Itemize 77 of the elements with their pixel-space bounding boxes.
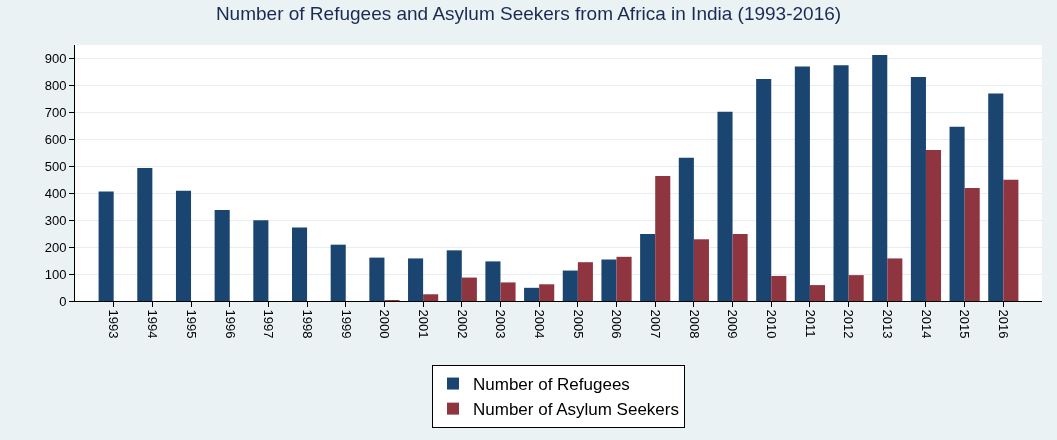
bar: [577, 262, 593, 301]
bar: [756, 78, 772, 301]
bar: [717, 111, 733, 301]
y-tick-label: 400: [44, 185, 67, 201]
bar: [485, 261, 501, 301]
bar: [640, 233, 656, 301]
bar: [771, 275, 787, 301]
y-tick-label: 800: [44, 77, 67, 93]
bar: [887, 258, 903, 301]
bar: [408, 258, 424, 301]
x-tick-label: 2000: [377, 309, 393, 339]
x-tick-label: 2003: [493, 309, 509, 339]
x-tick-label: 2010: [764, 309, 780, 339]
x-tick-label: 2006: [609, 309, 625, 339]
x-tick-label: 2009: [725, 309, 741, 339]
bar: [964, 188, 980, 301]
bar: [253, 220, 269, 301]
x-tick-label: 2001: [415, 309, 431, 339]
x-tick-label: 1995: [183, 309, 199, 339]
bar: [461, 277, 477, 301]
bar: [539, 284, 555, 301]
x-tick-label: 2008: [686, 309, 702, 339]
x-tick-label: 2007: [647, 309, 663, 339]
bar: [423, 294, 439, 301]
x-tick-label: 1993: [106, 309, 122, 339]
x-tick-label: 2012: [841, 309, 857, 339]
y-tick-label: 500: [44, 158, 67, 174]
y-tick-label: 300: [44, 212, 67, 228]
x-tick-label: 2013: [880, 309, 896, 339]
bar: [925, 150, 942, 301]
x-tick-label: 2011: [802, 309, 818, 338]
x-tick-label: 2014: [918, 309, 934, 339]
bar: [500, 282, 516, 301]
bar: [848, 275, 864, 301]
y-tick-label: 0: [59, 293, 67, 309]
bar: [809, 285, 826, 301]
x-tick-label: 1997: [261, 309, 277, 339]
bar: [833, 65, 849, 301]
legend-label: Number of Asylum Seekers: [473, 400, 679, 420]
bar: [693, 239, 709, 301]
x-tick-label: 1998: [299, 309, 315, 339]
bar: [655, 175, 671, 301]
bar: [678, 157, 694, 301]
y-tick-label: 700: [44, 104, 67, 120]
chart-title: Number of Refugees and Asylum Seekers from Africa in India (1993-2016): [215, 2, 842, 24]
x-tick-label: 2004: [531, 309, 547, 339]
bar: [214, 209, 230, 301]
y-tick-label: 900: [44, 51, 67, 67]
bar: [369, 257, 385, 301]
bar: [988, 93, 1004, 301]
bar: [949, 126, 965, 301]
bar: [616, 256, 632, 301]
x-tick-label: 2005: [570, 309, 586, 339]
bar: [524, 287, 540, 301]
bar: [175, 190, 192, 301]
bar: [137, 167, 153, 301]
x-tick-label: 1996: [222, 309, 238, 339]
bar: [446, 250, 462, 301]
y-tick-label: 200: [44, 239, 67, 255]
bar: [910, 77, 926, 301]
bar: [601, 259, 617, 301]
x-tick-label: 2016: [996, 309, 1012, 339]
bar: [872, 54, 888, 301]
bar: [562, 270, 578, 301]
bar: [98, 191, 114, 301]
legend-label: Number of Refugees: [473, 375, 630, 395]
bar: [794, 66, 810, 301]
x-tick-label: 2015: [957, 309, 973, 339]
bar: [732, 233, 748, 301]
y-tick-label: 600: [44, 131, 67, 147]
y-tick-label: 100: [44, 266, 67, 282]
bar: [1003, 179, 1019, 301]
x-tick-label: 1999: [338, 309, 354, 339]
bar: [291, 227, 308, 301]
x-tick-label: 2002: [454, 309, 470, 339]
x-tick-label: 1994: [145, 309, 161, 339]
bar: [330, 244, 346, 301]
